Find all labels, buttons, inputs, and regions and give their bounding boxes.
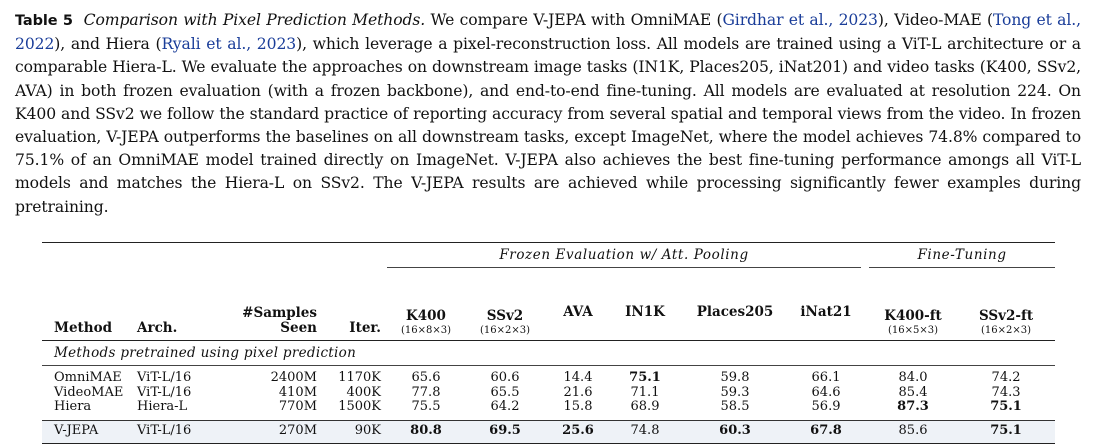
citation-tong[interactable]: Tong et al., 2022 <box>15 11 1081 54</box>
col-ssv2-label: SSv2 <box>486 308 524 324</box>
cell-ava: 21.6 <box>563 384 593 400</box>
col-ssv2-views: (16×2×3) <box>479 325 530 336</box>
cell-in1k: 75.1 <box>629 370 661 385</box>
table-row: Hiera Hiera-L 770M 1500K 75.5 64.2 15.8 … <box>42 399 1055 420</box>
cell-method: Hiera <box>54 399 92 415</box>
col-ava-label: AVA <box>563 304 593 320</box>
cell-ava: 15.8 <box>563 399 593 415</box>
col-k400-ft-label: K400-ft <box>884 308 942 324</box>
cell-ssv2: 65.5 <box>490 384 520 400</box>
cell-ssv2: 60.6 <box>490 370 520 385</box>
section-row-pixel-prediction: Methods pretrained using pixel predictio… <box>42 340 1056 366</box>
table-row: OmniMAE ViT-L/16 2400M 1170K 65.6 60.6 1… <box>42 366 1055 386</box>
cell-inat21: 67.8 <box>791 419 862 444</box>
cell-k400-ft: 85.6 <box>869 419 958 444</box>
cell-inat21: 56.9 <box>811 399 841 415</box>
col-places205: Places205 <box>679 268 791 341</box>
col-k400-views: (16×8×3) <box>400 325 451 336</box>
table-row-vjepa: V-JEPA ViT-L/16 270M 90K 80.8 69.5 25.6 … <box>42 419 1056 444</box>
caption-title: Comparison with Pixel Prediction Methods… <box>83 11 426 29</box>
cell-method: VideoMAE <box>54 384 124 400</box>
col-k400-label: K400 <box>406 308 446 324</box>
cell-places205: 59.8 <box>720 370 750 385</box>
cell-arch: ViT-L/16 <box>137 384 192 400</box>
col-k400-ft-views: (16×5×3) <box>888 325 939 336</box>
caption-text-2: ), Video-MAE ( <box>877 11 993 29</box>
caption-text-4: ), which leverage a pixel-reconstruction… <box>15 35 1081 216</box>
results-table: Frozen Evaluation w/ Att. Pooling Fine-T… <box>42 242 1056 444</box>
cell-iter: 1500K <box>338 399 381 415</box>
cell-samples: 410M <box>278 384 317 400</box>
cell-ssv2: 69.5 <box>465 419 545 444</box>
citation-girdhar[interactable]: Girdhar et al., 2023 <box>722 11 878 29</box>
col-k400: K400 (16×8×3) <box>387 268 465 341</box>
col-inat21: iNat21 <box>791 268 861 341</box>
col-ssv2-ft: SSv2-ft (16×2×3) <box>957 268 1055 341</box>
cell-k400-ft: 84.0 <box>898 370 928 385</box>
col-samples: #Samples Seen <box>212 268 317 341</box>
cell-k400: 75.5 <box>411 399 441 415</box>
cell-k400: 77.8 <box>411 384 441 400</box>
col-samples-line2: Seen <box>280 320 317 336</box>
col-iter: Iter. <box>349 320 381 336</box>
cell-k400-ft: 85.4 <box>898 384 928 400</box>
cell-places205: 58.5 <box>720 399 750 415</box>
cell-samples: 770M <box>278 399 317 415</box>
section-label: Methods pretrained using pixel predictio… <box>42 340 1056 366</box>
col-k400-ft: K400-ft (16×5×3) <box>869 268 957 341</box>
cell-samples: 270M <box>212 419 317 444</box>
col-in1k-label: IN1K <box>625 304 665 320</box>
col-places205-label: Places205 <box>696 304 774 320</box>
cell-ava: 14.4 <box>563 370 593 385</box>
col-inat21-label: iNat21 <box>800 304 852 320</box>
cell-iter: 400K <box>346 384 381 400</box>
cell-k400: 65.6 <box>411 370 441 385</box>
cell-ssv2-ft: 75.1 <box>990 399 1022 415</box>
table-row: VideoMAE ViT-L/16 410M 400K 77.8 65.5 21… <box>42 384 1055 401</box>
col-in1k: IN1K <box>611 268 679 341</box>
cell-method: V-JEPA <box>42 419 137 444</box>
cell-k400: 80.8 <box>387 419 465 444</box>
cell-places205: 60.3 <box>679 419 791 444</box>
cell-iter: 90K <box>317 419 387 444</box>
cell-in1k: 74.8 <box>611 419 679 444</box>
cell-arch: Hiera-L <box>137 399 188 415</box>
group-header-row: Frozen Evaluation w/ Att. Pooling Fine-T… <box>42 242 1056 268</box>
cell-arch: ViT-L/16 <box>137 370 192 385</box>
cell-in1k: 68.9 <box>630 399 660 415</box>
col-ssv2-ft-label: SSv2-ft <box>978 308 1034 324</box>
cell-arch: ViT-L/16 <box>137 419 212 444</box>
group-fine-tuning: Fine-Tuning <box>869 242 1056 268</box>
cell-iter: 1170K <box>338 370 381 385</box>
col-method: Method <box>54 320 113 336</box>
caption-text-1: We compare V-JEPA with OmniMAE ( <box>425 11 723 29</box>
table-caption: Table 5 Comparison with Pixel Prediction… <box>15 9 1081 219</box>
cell-in1k: 71.1 <box>630 384 660 400</box>
col-arch: Arch. <box>137 320 178 336</box>
col-samples-line1: #Samples <box>242 305 317 321</box>
caption-text-3: ), and Hiera ( <box>54 35 162 54</box>
citation-ryali[interactable]: Ryali et al., 2023 <box>161 35 297 54</box>
cell-places205: 59.3 <box>720 384 750 400</box>
caption-label: Table 5 <box>15 13 73 29</box>
group-frozen-eval: Frozen Evaluation w/ Att. Pooling <box>387 242 862 268</box>
cell-ssv2-ft: 74.3 <box>991 384 1021 400</box>
cell-ssv2: 64.2 <box>490 399 520 415</box>
col-ava: AVA <box>545 268 611 341</box>
cell-ssv2-ft: 75.1 <box>957 419 1056 444</box>
cell-method: OmniMAE <box>54 370 122 385</box>
cell-ava: 25.6 <box>545 419 611 444</box>
column-header-row: Method Arch. #Samples Seen Iter. K400 (16×… <box>42 268 1056 341</box>
col-ssv2: SSv2 (16×2×3) <box>465 268 545 341</box>
cell-k400-ft: 87.3 <box>897 399 929 415</box>
cell-inat21: 66.1 <box>811 370 841 385</box>
col-ssv2-ft-views: (16×2×3) <box>981 325 1032 336</box>
cell-samples: 2400M <box>270 370 317 385</box>
cell-ssv2-ft: 74.2 <box>991 370 1021 385</box>
cell-inat21: 64.6 <box>811 384 841 400</box>
